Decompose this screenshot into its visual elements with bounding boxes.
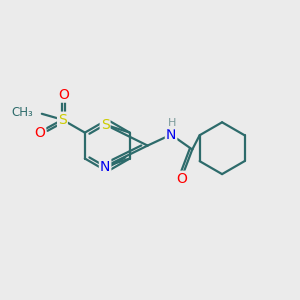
Text: S: S: [58, 113, 67, 127]
Text: O: O: [176, 172, 188, 186]
Text: N: N: [166, 128, 176, 142]
Text: H: H: [168, 118, 177, 128]
Text: CH₃: CH₃: [12, 106, 34, 119]
Text: O: O: [58, 88, 69, 102]
Text: S: S: [101, 118, 110, 132]
Text: N: N: [100, 160, 110, 173]
Text: O: O: [34, 126, 45, 140]
